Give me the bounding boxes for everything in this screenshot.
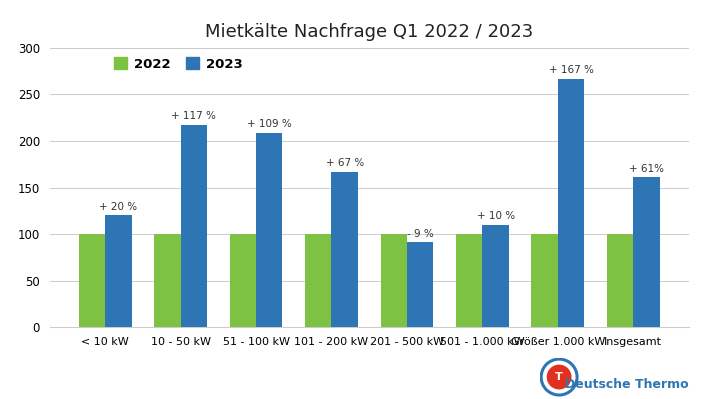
Title: Mietkälte Nachfrage Q1 2022 / 2023: Mietkälte Nachfrage Q1 2022 / 2023 bbox=[205, 23, 533, 41]
Bar bbox=[633, 177, 660, 327]
Text: + 109 %: + 109 % bbox=[247, 119, 292, 129]
Bar bbox=[531, 234, 558, 327]
Text: T: T bbox=[555, 372, 563, 382]
Text: + 167 %: + 167 % bbox=[549, 65, 594, 75]
Bar bbox=[558, 79, 584, 327]
Bar bbox=[256, 132, 283, 327]
Bar bbox=[482, 225, 509, 327]
Bar bbox=[456, 234, 482, 327]
Text: + 117 %: + 117 % bbox=[171, 111, 217, 121]
Text: - 9 %: - 9 % bbox=[407, 229, 434, 239]
Text: + 20 %: + 20 % bbox=[99, 202, 138, 212]
Bar bbox=[305, 234, 332, 327]
Bar bbox=[180, 125, 207, 327]
Bar bbox=[79, 234, 105, 327]
Bar bbox=[407, 243, 433, 327]
Bar bbox=[105, 215, 131, 327]
Bar bbox=[381, 234, 407, 327]
Circle shape bbox=[547, 365, 571, 389]
Bar bbox=[332, 172, 358, 327]
Legend: 2022, 2023: 2022, 2023 bbox=[114, 57, 243, 71]
Bar bbox=[607, 234, 633, 327]
Text: Deutsche Thermo: Deutsche Thermo bbox=[565, 378, 689, 391]
Bar bbox=[154, 234, 180, 327]
Bar bbox=[229, 234, 256, 327]
Text: + 67 %: + 67 % bbox=[326, 158, 364, 168]
Text: + 61%: + 61% bbox=[629, 164, 664, 174]
Text: + 10 %: + 10 % bbox=[476, 211, 515, 221]
